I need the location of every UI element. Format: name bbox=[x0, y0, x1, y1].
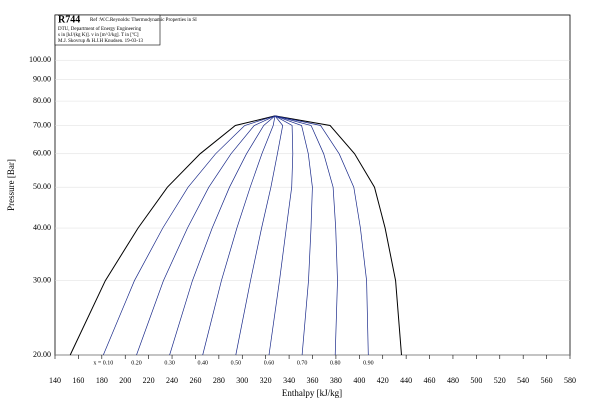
x-tick-label: 560 bbox=[541, 376, 553, 385]
x-tick-label: 380 bbox=[330, 376, 342, 385]
quality-line bbox=[136, 115, 276, 356]
x-tick-label: 300 bbox=[236, 376, 248, 385]
quality-label: 0.30 bbox=[164, 360, 175, 366]
y-tick-label: 70.00 bbox=[33, 120, 51, 129]
x-tick-label: 180 bbox=[96, 376, 108, 385]
x-tick-label: 220 bbox=[143, 376, 155, 385]
saturation-curve bbox=[274, 115, 402, 356]
quality-line bbox=[274, 115, 369, 356]
quality-line bbox=[235, 115, 284, 356]
x-tick-label: 200 bbox=[119, 376, 131, 385]
x-tick-label: 280 bbox=[213, 376, 225, 385]
x-tick-label: 500 bbox=[470, 376, 482, 385]
y-tick-label: 80.00 bbox=[33, 96, 51, 105]
x-tick-label: 320 bbox=[260, 376, 272, 385]
y-tick-label: 30.00 bbox=[33, 276, 51, 285]
y-tick-label: 40.00 bbox=[33, 223, 51, 232]
x-tick-label: 460 bbox=[424, 376, 436, 385]
x-tick-label: 140 bbox=[49, 376, 61, 385]
quality-label: x = 0.10 bbox=[93, 360, 113, 366]
plot-area bbox=[54, 14, 571, 356]
quality-line bbox=[268, 115, 294, 356]
info-line: s in [kJ/(kg K)]. v in [m^3/kg]. T in [º… bbox=[58, 32, 139, 38]
quality-label: 0.60 bbox=[264, 360, 275, 366]
quality-label: 0.70 bbox=[297, 360, 308, 366]
x-axis-label: Enthalpy [kJ/kg] bbox=[282, 388, 342, 398]
marks bbox=[54, 59, 571, 359]
x-tick-label: 520 bbox=[494, 376, 506, 385]
chart-title: R744 bbox=[58, 14, 80, 25]
y-axis-label: Pressure [Bar] bbox=[6, 159, 16, 211]
info-box: R744 Ref :W.C.Reynolds: Thermodynamic Pr… bbox=[54, 14, 197, 46]
quality-label: 0.50 bbox=[231, 360, 242, 366]
x-tick-label: 400 bbox=[353, 376, 365, 385]
y-tick-label: 60.00 bbox=[33, 149, 51, 158]
x-tick-label: 340 bbox=[283, 376, 295, 385]
quality-label: 0.90 bbox=[363, 360, 374, 366]
x-tick-label: 480 bbox=[447, 376, 459, 385]
subtitle: Ref :W.C.Reynolds: Thermodynamic Propert… bbox=[90, 18, 197, 23]
quality-line bbox=[274, 115, 338, 356]
saturation-curve bbox=[69, 115, 276, 356]
x-tick-label: 260 bbox=[189, 376, 201, 385]
x-tick-label: 240 bbox=[166, 376, 178, 385]
info-box-frame bbox=[54, 14, 161, 46]
info-line: M.J. Skovrup & H.J.H Knudsen. 19-03-13 bbox=[58, 39, 144, 44]
quality-line bbox=[274, 115, 313, 356]
quality-line bbox=[202, 115, 276, 356]
y-tick-label: 100.00 bbox=[29, 55, 51, 64]
info-line: DTU, Department of Energy Engineering bbox=[58, 27, 142, 32]
quality-label: 0.80 bbox=[330, 360, 341, 366]
x-tick-label: 360 bbox=[307, 376, 319, 385]
x-tick-label: 160 bbox=[72, 376, 84, 385]
quality-line bbox=[169, 115, 276, 356]
quality-label: 0.40 bbox=[197, 360, 208, 366]
x-tick-label: 580 bbox=[564, 376, 576, 385]
quality-line bbox=[102, 115, 276, 356]
x-tick-label: 440 bbox=[400, 376, 412, 385]
quality-label: 0.20 bbox=[131, 360, 142, 366]
y-tick-label: 90.00 bbox=[33, 74, 51, 83]
x-tick-label: 540 bbox=[517, 376, 529, 385]
y-tick-label: 50.00 bbox=[33, 182, 51, 191]
x-tick-label: 420 bbox=[377, 376, 389, 385]
y-tick-label: 20.00 bbox=[33, 350, 51, 359]
